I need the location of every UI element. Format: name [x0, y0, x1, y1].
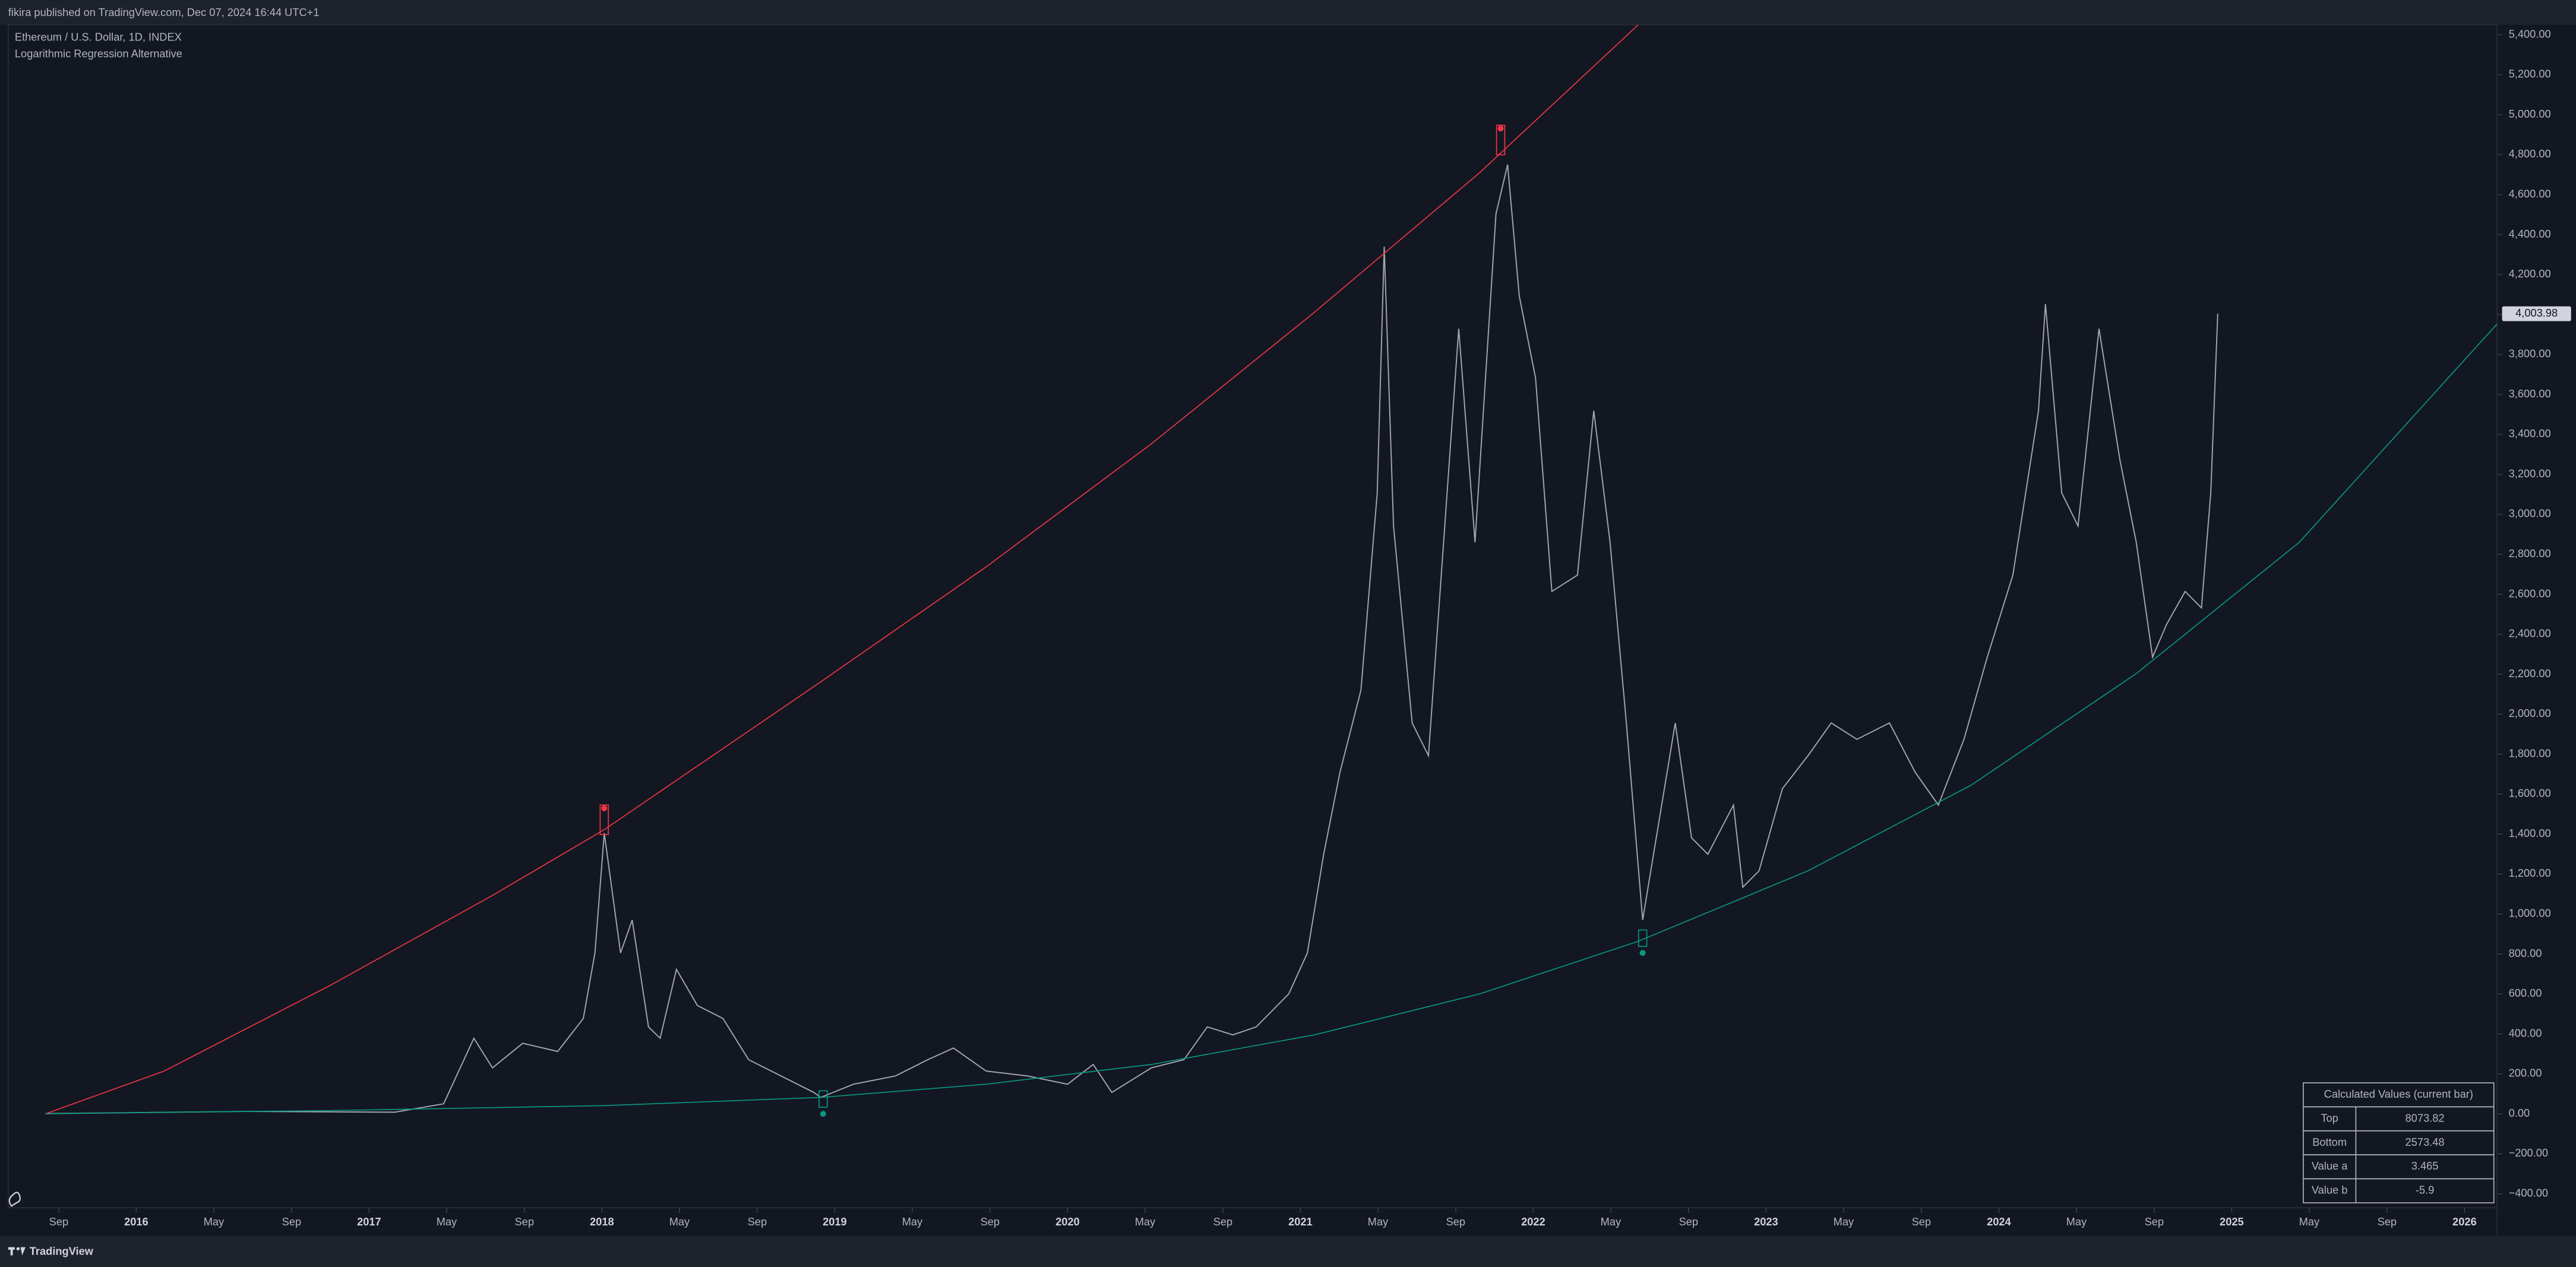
x-tick-label: May — [902, 1215, 923, 1228]
x-tick-label: Sep — [282, 1215, 301, 1228]
x-tick-label: Sep — [1912, 1215, 1931, 1228]
x-tick-label: Sep — [49, 1215, 68, 1228]
signal-box — [599, 804, 609, 835]
x-tick-label: Sep — [2145, 1215, 2164, 1228]
x-tick-label: 2018 — [590, 1215, 614, 1228]
y-tick-label: 4,200.00 — [2509, 267, 2551, 280]
x-tick-label: May — [1601, 1215, 1622, 1228]
x-tick-label: Sep — [1213, 1215, 1232, 1228]
x-tick-label: Sep — [1679, 1215, 1698, 1228]
x-tick-label: Sep — [2378, 1215, 2397, 1228]
x-tick-label: Sep — [748, 1215, 767, 1228]
table-value: -5.9 — [2416, 1184, 2434, 1196]
y-tick-label: 4,600.00 — [2509, 187, 2551, 200]
x-tick-label: May — [669, 1215, 690, 1228]
top-bar — [0, 0, 2576, 25]
x-tick-label: Sep — [515, 1215, 534, 1228]
x-tick-label: Sep — [1446, 1215, 1465, 1228]
table-value: 2573.48 — [2406, 1136, 2445, 1148]
y-tick-label: 800.00 — [2509, 947, 2542, 959]
y-tick-label: 1,200.00 — [2509, 867, 2551, 879]
y-tick-label: 2,800.00 — [2509, 547, 2551, 560]
x-tick-label: 2026 — [2452, 1215, 2477, 1228]
x-tick-label: 2020 — [1055, 1215, 1080, 1228]
chart-subtitle: Logarithmic Regression Alternative — [15, 47, 182, 59]
x-tick-label: May — [1834, 1215, 1854, 1228]
y-tick-label: 0.00 — [2509, 1107, 2530, 1119]
x-tick-label: May — [2066, 1215, 2087, 1228]
x-tick-label: May — [204, 1215, 225, 1228]
y-tick-label: 3,400.00 — [2509, 427, 2551, 440]
y-tick-label: 4,400.00 — [2509, 228, 2551, 240]
publisher: fikira published on TradingView.com, Dec… — [8, 6, 320, 18]
y-tick-label: −200.00 — [2509, 1146, 2548, 1159]
last-price-box — [2502, 306, 2571, 321]
table-title: Calculated Values (current bar) — [2324, 1088, 2473, 1100]
y-tick-label: 2,400.00 — [2509, 627, 2551, 640]
y-tick-label: 2,200.00 — [2509, 667, 2551, 680]
table-label: Value b — [2312, 1184, 2348, 1196]
x-tick-label: 2024 — [1987, 1215, 2011, 1228]
x-tick-label: 2023 — [1754, 1215, 1778, 1228]
y-tick-label: 5,400.00 — [2509, 27, 2551, 40]
y-tick-label: 5,000.00 — [2509, 108, 2551, 120]
table-value: 3.465 — [2411, 1159, 2439, 1172]
x-tick-label: 2016 — [124, 1215, 148, 1228]
y-tick-label: −400.00 — [2509, 1186, 2548, 1199]
logo-icon — [8, 1192, 21, 1207]
signal-dot — [820, 1111, 826, 1117]
x-tick-label: Sep — [981, 1215, 1000, 1228]
plot-area — [45, 24, 2498, 1117]
brand: TradingView — [30, 1245, 94, 1257]
last-price-label: 4,003.98 — [2515, 307, 2558, 319]
y-tick-label: 200.00 — [2509, 1067, 2542, 1079]
x-tick-label: May — [437, 1215, 457, 1228]
series-line — [45, 323, 2498, 1114]
signal-dot — [1639, 950, 1646, 956]
logo-part — [16, 1247, 20, 1251]
y-tick-label: 3,600.00 — [2509, 387, 2551, 400]
signal-box — [818, 1090, 828, 1108]
y-tick-label: 2,600.00 — [2509, 587, 2551, 599]
y-tick-label: 2,000.00 — [2509, 707, 2551, 719]
series-line — [45, 164, 2218, 1114]
x-tick-label: 2025 — [2220, 1215, 2244, 1228]
y-tick-label: 1,800.00 — [2509, 747, 2551, 759]
table-frame — [2303, 1082, 2495, 1203]
x-tick-label: 2021 — [1288, 1215, 1313, 1228]
logo-part — [20, 1247, 26, 1256]
table-label: Value a — [2312, 1159, 2348, 1172]
chart-title: Ethereum / U.S. Dollar, 1D, INDEX — [15, 31, 182, 43]
brand-logo — [8, 1247, 26, 1256]
series-line — [45, 24, 1639, 1114]
x-tick-label: May — [2299, 1215, 2320, 1228]
y-tick-label: 3,200.00 — [2509, 467, 2551, 479]
x-tick-label: 2019 — [823, 1215, 847, 1228]
y-tick-label: 1,600.00 — [2509, 787, 2551, 800]
signal-box — [1496, 124, 1506, 156]
y-tick-label: 1,000.00 — [2509, 907, 2551, 920]
y-tick-label: 5,200.00 — [2509, 68, 2551, 80]
table-value: 8073.82 — [2406, 1111, 2445, 1124]
x-tick-label: May — [1368, 1215, 1389, 1228]
y-tick-label: 3,000.00 — [2509, 507, 2551, 520]
y-tick-label: 600.00 — [2509, 987, 2542, 999]
signal-box — [1638, 929, 1648, 947]
x-tick-label: 2017 — [357, 1215, 381, 1228]
footer-bar — [0, 1236, 2576, 1267]
y-tick-label: 3,800.00 — [2509, 347, 2551, 360]
signal-dot — [601, 805, 608, 811]
logo-part — [10, 1247, 13, 1256]
table-label: Top — [2321, 1111, 2338, 1124]
y-tick-label: 400.00 — [2509, 1026, 2542, 1039]
table-label: Bottom — [2312, 1136, 2347, 1148]
signal-dot — [1497, 125, 1504, 132]
y-tick-label: 4,800.00 — [2509, 147, 2551, 160]
x-tick-label: 2022 — [1521, 1215, 1545, 1228]
y-tick-label: 1,400.00 — [2509, 827, 2551, 839]
x-tick-label: May — [1135, 1215, 1156, 1228]
